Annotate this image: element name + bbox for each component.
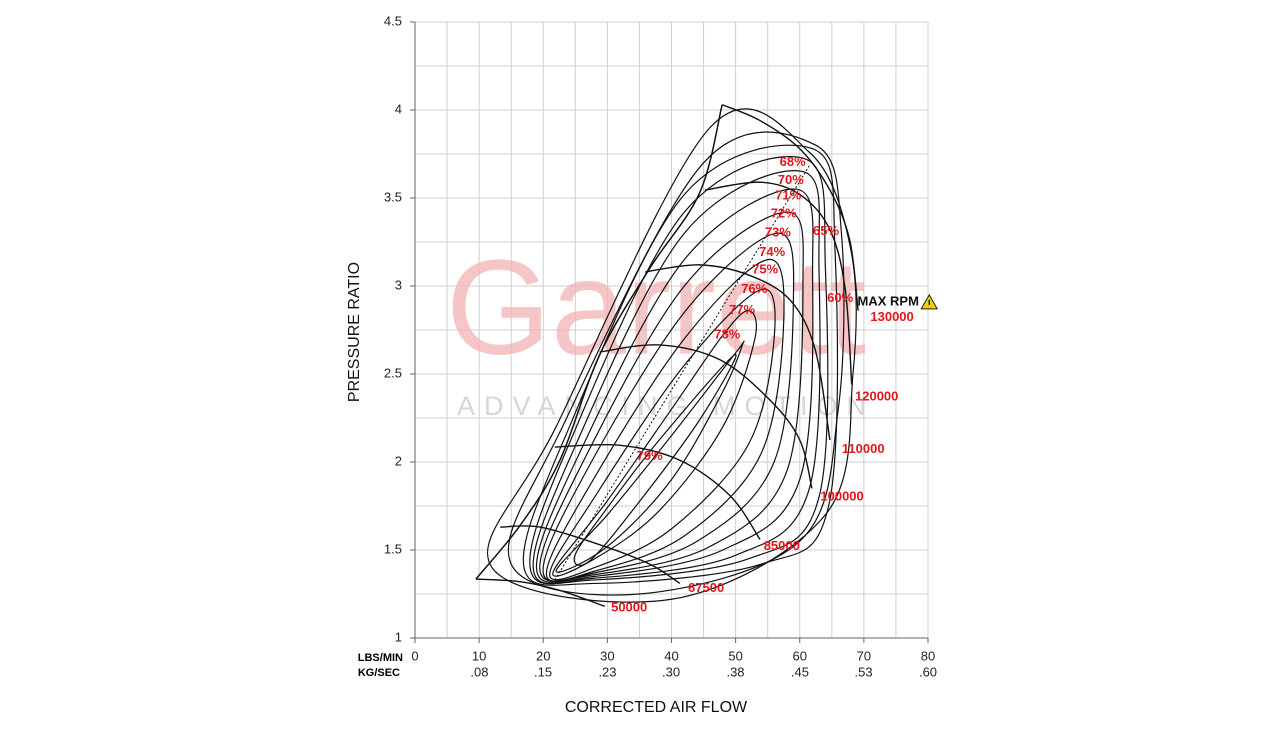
- curves: [475, 104, 859, 607]
- speed-line: [704, 181, 853, 385]
- island-label: 71%: [775, 188, 801, 203]
- island-label: 68%: [780, 154, 806, 169]
- island-label: 73%: [765, 225, 791, 240]
- x-tick-label: 30: [600, 648, 614, 663]
- efficiency-island: [549, 288, 776, 581]
- efficiency-island: [555, 340, 745, 573]
- efficiency-island: [532, 170, 821, 585]
- efficiency-island: [539, 211, 804, 582]
- island-label: 74%: [759, 244, 785, 259]
- y-tick-label: 2.5: [384, 365, 402, 380]
- y-tick-label: 1: [395, 629, 402, 644]
- speed-label: 120000: [855, 388, 898, 403]
- island-label: 75%: [752, 262, 778, 277]
- efficiency-island: [542, 232, 795, 582]
- speed-line: [554, 443, 761, 540]
- island-label: 60%: [827, 290, 853, 305]
- x-tick-label: 0: [411, 648, 418, 663]
- speed-line: [475, 578, 606, 607]
- max-efficiency-line: [554, 164, 811, 581]
- surge-line: [475, 104, 723, 580]
- labels: 79% 78% 77% 76% 75% 74% 73% 72% 71%70% 68% 65% 60% 5…: [611, 154, 939, 615]
- x2-tick-label: .30: [662, 664, 680, 679]
- island-label: 79%: [637, 448, 663, 463]
- island-label: 76%: [741, 281, 767, 296]
- speed-line: [645, 264, 831, 441]
- y-tick-label: 4: [395, 101, 402, 116]
- y-axis-title: PRESSURE RATIO: [346, 262, 363, 402]
- y-tick-label: 2: [395, 453, 402, 468]
- efficiency-island: [486, 108, 857, 603]
- watermark: Garrett ADVANCING MOTION: [446, 232, 866, 421]
- x-row-label: LBS/MIN: [358, 652, 403, 664]
- x2-tick-label: .38: [726, 664, 744, 679]
- speed-line: [599, 344, 813, 489]
- island-label: 78%: [714, 327, 740, 342]
- x2-tick-label: .60: [919, 664, 937, 679]
- speed-label: 85000: [764, 538, 800, 553]
- x2-tick-label: .08: [470, 664, 488, 679]
- speed-label: 130000: [870, 309, 913, 324]
- efficiency-island: [535, 188, 814, 583]
- speed-label: 50000: [611, 600, 647, 615]
- y-tick-label: 1.5: [384, 541, 402, 556]
- efficiency-island: [573, 354, 737, 566]
- efficiency-island: [552, 310, 758, 577]
- speed-label: 100000: [820, 489, 863, 504]
- x2-tick-label: .15: [534, 664, 552, 679]
- island-label: 77%: [729, 302, 755, 317]
- x-axis-title: CORRECTED AIR FLOW: [565, 699, 748, 716]
- y-tick-label: 3: [395, 277, 402, 292]
- x2-tick-label: .53: [855, 664, 873, 679]
- speed-label: 110000: [842, 441, 885, 456]
- speed-line: [721, 104, 859, 311]
- speed-line: [500, 525, 681, 585]
- x2-tick-label: .45: [791, 664, 809, 679]
- y-tick-label: 4.5: [384, 13, 402, 28]
- speed-label: 67500: [688, 580, 724, 595]
- y-tick-label: 3.5: [384, 189, 402, 204]
- x-tick-label: 10: [472, 648, 486, 663]
- x-tick-label: 20: [536, 648, 550, 663]
- x2-tick-label: .23: [598, 664, 616, 679]
- island-label: 72%: [771, 205, 797, 220]
- max-rpm-label: MAX RPM: [858, 293, 919, 308]
- island-label: 70%: [778, 172, 804, 187]
- x-tick-label: 70: [857, 648, 871, 663]
- island-label: 65%: [813, 223, 839, 238]
- efficiency-island: [507, 131, 845, 596]
- x2-row-label: KG/SEC: [358, 667, 400, 679]
- x-tick-label: 60: [793, 648, 807, 663]
- efficiency-island: [529, 156, 829, 585]
- x-tick-label: 50: [728, 648, 742, 663]
- x-tick-label: 40: [664, 648, 678, 663]
- x-tick-label: 80: [921, 648, 935, 663]
- efficiency-island: [545, 258, 785, 582]
